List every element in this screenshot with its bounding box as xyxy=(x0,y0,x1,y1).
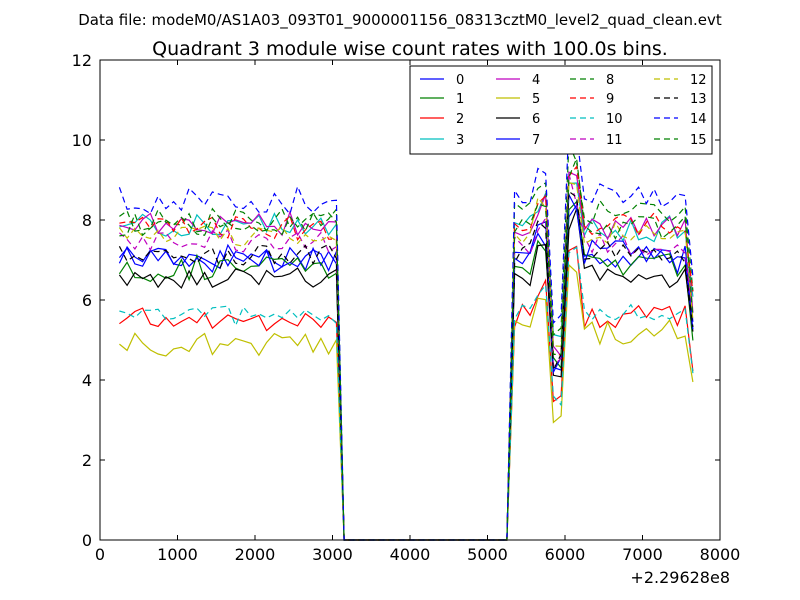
series-line-12 xyxy=(118,181,694,541)
legend-label-13: 13 xyxy=(690,92,707,107)
series-line-9 xyxy=(119,165,694,541)
x-offset-label: +2.29628e8 xyxy=(630,568,730,587)
x-tick-label: 0 xyxy=(95,545,105,564)
plot-area xyxy=(118,122,694,541)
y-tick-label: 8 xyxy=(82,211,92,230)
y-tick-label: 6 xyxy=(82,291,92,310)
legend-label-8: 8 xyxy=(606,73,614,88)
axis-ticks: 0 1000 2000 3000 4000 5000 6000 7000 80000246810… xyxy=(72,51,741,564)
x-tick-label: 3000 xyxy=(312,545,353,564)
legend-label-7: 7 xyxy=(532,133,540,148)
legend-label-3: 3 xyxy=(456,133,464,148)
chart-title: Quadrant 3 module wise count rates with … xyxy=(152,38,668,60)
series-line-8 xyxy=(119,143,694,541)
y-tick-label: 10 xyxy=(72,131,92,150)
legend-label-4: 4 xyxy=(532,73,540,88)
y-tick-label: 2 xyxy=(82,451,92,470)
x-tick-label: 6000 xyxy=(545,545,586,564)
y-tick-label: 4 xyxy=(82,371,92,390)
series-line-2 xyxy=(119,245,694,541)
chart-suptitle: Data file: modeM0/AS1A03_093T01_90000011… xyxy=(78,11,722,30)
legend-label-15: 15 xyxy=(690,133,707,148)
x-tick-label: 5000 xyxy=(467,545,508,564)
x-tick-label: 1000 xyxy=(157,545,198,564)
series-line-6 xyxy=(118,208,694,541)
series-line-5 xyxy=(119,263,694,541)
series-line-10 xyxy=(119,246,694,541)
legend-label-11: 11 xyxy=(606,133,623,148)
x-tick-label: 2000 xyxy=(235,545,276,564)
series-line-14 xyxy=(118,122,694,541)
legend-label-10: 10 xyxy=(606,112,623,127)
legend-label-12: 12 xyxy=(690,73,707,88)
legend-label-9: 9 xyxy=(606,92,614,107)
legend-label-6: 6 xyxy=(532,112,540,127)
y-tick-label: 0 xyxy=(82,531,92,550)
y-tick-label: 12 xyxy=(72,51,92,70)
legend-label-2: 2 xyxy=(456,112,464,127)
x-tick-label: 8000 xyxy=(700,545,741,564)
series-line-15 xyxy=(119,156,694,541)
x-tick-label: 4000 xyxy=(390,545,431,564)
legend-label-5: 5 xyxy=(532,92,540,107)
x-tick-label: 7000 xyxy=(622,545,663,564)
legend-label-14: 14 xyxy=(690,112,707,127)
legend-label-1: 1 xyxy=(456,92,464,107)
legend-label-0: 0 xyxy=(456,73,464,88)
series-line-13 xyxy=(118,190,694,541)
series-line-0 xyxy=(118,203,694,541)
legend-box xyxy=(409,65,713,155)
